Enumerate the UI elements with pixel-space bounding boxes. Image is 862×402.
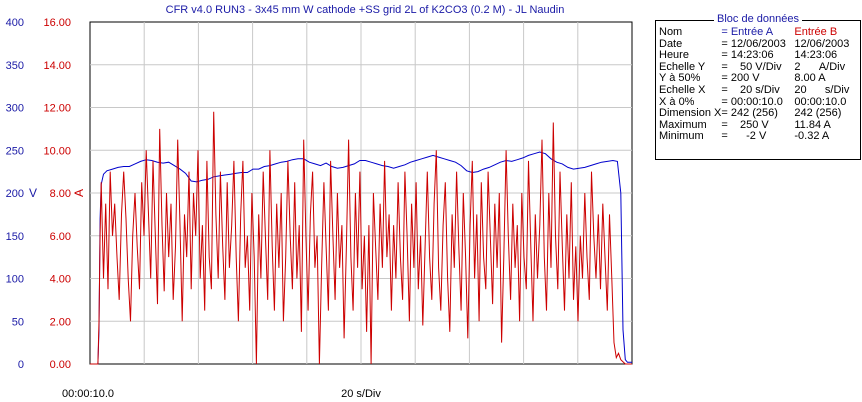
data-block-row: Dimension X = 242 (256) 242 (256)	[659, 108, 849, 120]
data-block-row: Maximum = 250 V 11.84 A	[659, 118, 849, 132]
right-tick-label: 16.00	[43, 17, 71, 29]
data-block-cell-a: = 14:23:06	[721, 49, 774, 62]
data-block-cell-a: = 50 V/Div	[721, 60, 782, 73]
left-axis-unit: V	[29, 186, 37, 200]
data-block-cell-a: = 242 (256)	[721, 107, 778, 120]
data-block-cell-b: Entrée B	[794, 26, 838, 38]
data-block-cell-label: Nom	[659, 26, 683, 38]
right-axis-unit: A	[72, 189, 86, 197]
left-tick-label: 200	[6, 188, 24, 200]
data-block-cell-a: = 20 s/Div	[721, 83, 780, 96]
left-axis-ticks: 0 50 100 150 200 250 300 350 400	[6, 17, 24, 371]
data-block-table: Nom = Entrée A Entrée B Date = 12/06/2003 12/…	[659, 26, 850, 143]
data-block-cell-b: 12/06/2003	[794, 37, 850, 50]
right-tick-label: 2.00	[50, 316, 71, 328]
data-block-row: Y à 50% = 200 V 8.00 A	[659, 73, 849, 85]
right-tick-label: 12.00	[43, 103, 71, 115]
data-block-cell-b: 8.00 A	[794, 72, 826, 85]
data-block-cell-label: Echelle X	[659, 83, 706, 96]
data-block-cell-label: Dimension X	[659, 107, 722, 120]
data-block-cell-a: = 12/06/2003	[721, 37, 786, 50]
data-block-cell-b: 11.84 A	[794, 118, 831, 131]
data-block-row: Nom = Entrée A Entrée B	[659, 26, 849, 39]
left-tick-label: 400	[6, 17, 24, 29]
left-tick-label: 300	[6, 103, 24, 115]
data-block-row: X à 0% = 00:00:10.0 00:00:10.0	[659, 95, 849, 109]
data-block-row: Echelle Y = 50 V/Div 2 A/Div	[659, 60, 849, 74]
data-block-cell-a: = 250 V	[721, 118, 769, 131]
data-block-cell-b: 242 (256)	[794, 107, 842, 120]
data-block-cell-b: 20 s/Div	[794, 83, 850, 96]
data-block-cell-label: X à 0%	[659, 95, 695, 108]
x-div-label: 20 s/Div	[341, 388, 381, 400]
data-block-cell-label: Maximum	[659, 118, 707, 131]
data-block-cell-b: -0.32 A	[794, 130, 830, 143]
data-block-cell-b: 2 A/Div	[794, 60, 846, 73]
data-block-cell-a: = 00:00:10.0	[721, 95, 783, 108]
right-tick-label: 4.00	[50, 274, 71, 286]
data-block-row: Minimum = -2 V -0.32 A	[659, 131, 849, 143]
data-block-row: Echelle X = 20 s/Div 20 s/Div	[659, 83, 850, 97]
left-tick-label: 100	[6, 274, 24, 286]
right-tick-label: 10.00	[43, 145, 71, 157]
data-block: Bloc de données Nom = Entrée A Entrée B Dat…	[655, 13, 861, 160]
data-block-cell-label: Minimum	[659, 130, 704, 143]
data-block-cell-a: = 200 V	[721, 72, 760, 85]
data-block-cell-label: Y à 50%	[659, 72, 701, 85]
left-tick-label: 50	[12, 316, 24, 328]
data-block-cell-label: Date	[659, 37, 683, 50]
series-line-entree-b	[90, 111, 632, 365]
right-tick-label: 8.00	[50, 188, 71, 200]
x-start-label: 00:00:10.0	[62, 388, 114, 400]
data-block-title-wrap: Bloc de données	[656, 13, 860, 25]
right-tick-label: 0.00	[50, 359, 71, 371]
left-tick-label: 350	[6, 60, 24, 72]
data-block-cell-a: = -2 V	[721, 130, 767, 143]
data-block-row: Heure = 14:23:06 14:23:06	[659, 50, 849, 62]
right-axis-ticks: 0.00 2.00 4.00 6.00 8.00 10.00 12.00 14.00 16.00	[43, 17, 71, 371]
left-tick-label: 0	[18, 359, 24, 371]
data-block-cell-label: Heure	[659, 49, 689, 62]
series-line-entree-a	[90, 151, 632, 365]
left-tick-label: 150	[6, 231, 24, 243]
right-tick-label: 14.00	[43, 60, 71, 72]
data-block-title: Bloc de données	[714, 13, 802, 25]
chart-title: CFR v4.0 RUN3 - 3x45 mm W cathode +SS gr…	[166, 4, 565, 16]
series-lines	[90, 111, 632, 365]
data-block-row: Date = 12/06/2003 12/06/2003	[659, 37, 850, 51]
left-tick-label: 250	[6, 145, 24, 157]
right-tick-label: 6.00	[50, 231, 71, 243]
data-block-cell-a: = Entrée A	[721, 26, 774, 38]
data-block-cell-b: 14:23:06	[794, 49, 838, 62]
data-block-cell-b: 00:00:10.0	[794, 95, 847, 108]
data-block-cell-label: Echelle Y	[659, 60, 706, 73]
